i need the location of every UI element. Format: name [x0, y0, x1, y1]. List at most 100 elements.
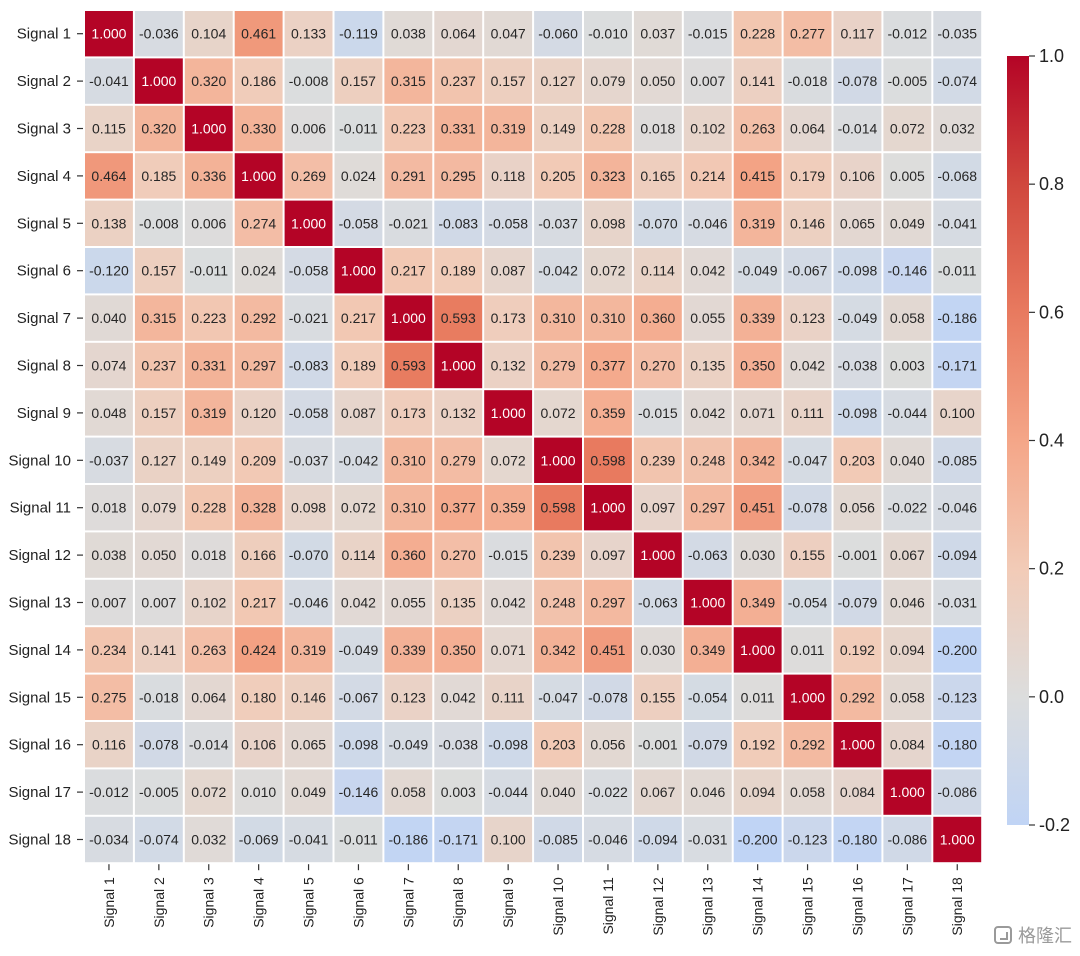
cell-value-label: -0.038	[438, 737, 478, 753]
colorbar-tick-label: -0.2	[1039, 815, 1070, 835]
cell-value-label: 0.228	[191, 500, 226, 516]
cell-value-label: 0.042	[690, 263, 725, 279]
cell-value-label: 0.149	[541, 121, 576, 137]
heatmap-cell	[584, 532, 632, 578]
heatmap-cell	[584, 674, 632, 720]
cell-value-label: -0.022	[588, 784, 628, 800]
heatmap-cell	[683, 200, 732, 246]
cell-value-label: 0.415	[740, 168, 775, 184]
heatmap-cell	[883, 627, 932, 673]
cell-value-label: 0.217	[391, 263, 426, 279]
heatmap-cell	[434, 248, 483, 294]
cell-value-label: -0.041	[89, 73, 129, 89]
heatmap-cell	[85, 579, 133, 626]
heatmap-cell	[833, 105, 882, 152]
heatmap-cell	[584, 579, 632, 626]
row-tick-label: Signal 4	[17, 168, 71, 185]
cell-value-label: 0.102	[690, 121, 725, 137]
cell-value-label: 0.040	[91, 310, 126, 326]
heatmap-cell	[933, 105, 982, 152]
heatmap-cell	[184, 769, 233, 815]
cell-value-label: 0.166	[241, 547, 276, 563]
heatmap-cell	[883, 579, 932, 626]
cell-value-label: -0.098	[838, 405, 878, 421]
cell-value-label: 0.339	[391, 642, 426, 658]
heatmap-cell	[534, 248, 582, 294]
cell-value-label: 0.123	[790, 310, 825, 326]
cell-value-label: 0.209	[241, 452, 276, 468]
heatmap-cell	[933, 295, 982, 341]
heatmap-cell	[85, 11, 133, 57]
cell-value-label: 1.000	[640, 547, 675, 563]
cell-value-label: -0.063	[638, 595, 678, 611]
colorbar-tick-label: 0.2	[1039, 559, 1064, 579]
heatmap-cell	[833, 769, 882, 815]
heatmap-cell	[234, 485, 283, 531]
heatmap-cell	[384, 674, 433, 720]
cell-value-label: -0.058	[289, 405, 329, 421]
cell-value-label: 0.223	[191, 310, 226, 326]
heatmap-cell	[833, 58, 882, 104]
heatmap-cell	[883, 532, 932, 578]
cell-value-label: 0.098	[590, 215, 625, 231]
heatmap-cell	[284, 485, 333, 531]
heatmap-cell	[733, 579, 782, 626]
heatmap-cell	[334, 295, 383, 341]
cell-value-label: 0.047	[491, 26, 526, 42]
cell-value-label: -0.011	[189, 263, 228, 279]
cell-value-label: 0.217	[341, 310, 376, 326]
heatmap-cell	[833, 248, 882, 294]
cell-value-label: -0.044	[488, 784, 528, 800]
cell-value-label: 0.377	[441, 500, 476, 516]
heatmap-cell	[85, 295, 133, 341]
cell-value-label: 0.032	[191, 832, 226, 848]
cell-value-label: -0.085	[538, 832, 578, 848]
heatmap-cell	[434, 579, 483, 626]
heatmap-cell	[134, 485, 183, 531]
cell-value-label: 0.011	[741, 689, 775, 705]
heatmap-cell	[883, 816, 932, 863]
cell-value-label: -0.070	[638, 215, 678, 231]
cell-value-label: 0.292	[840, 689, 875, 705]
cell-value-label: 1.000	[541, 452, 576, 468]
cell-value-label: -0.054	[788, 595, 828, 611]
row-tick-label: Signal 12	[8, 547, 71, 564]
column-tick-label: Signal 16	[849, 877, 865, 936]
heatmap-cell	[484, 816, 533, 863]
column-tick-label: Signal 5	[301, 877, 317, 928]
heatmap-cell	[234, 105, 283, 152]
cell-value-label: -0.014	[189, 737, 229, 753]
heatmap-cell	[683, 295, 732, 341]
heatmap-cell	[85, 722, 133, 768]
cell-value-label: 0.011	[791, 642, 825, 658]
cell-value-label: 0.223	[391, 121, 426, 137]
cell-value-label: 0.055	[690, 310, 725, 326]
heatmap-cell	[584, 390, 632, 436]
cell-value-label: 0.064	[441, 26, 476, 42]
heatmap-cell	[284, 532, 333, 578]
cell-value-label: -0.010	[588, 26, 628, 42]
heatmap-cell	[683, 248, 732, 294]
cell-value-label: 0.058	[890, 689, 925, 705]
heatmap-cell	[584, 342, 632, 389]
cell-value-label: -0.001	[638, 737, 678, 753]
heatmap-cell	[534, 485, 582, 531]
cell-value-label: -0.200	[738, 832, 778, 848]
cell-value-label: 0.277	[790, 26, 825, 42]
heatmap-cell	[783, 58, 832, 104]
heatmap-cell	[334, 816, 383, 863]
heatmap-cell	[683, 153, 732, 199]
heatmap-cell	[833, 342, 882, 389]
heatmap-cell	[134, 248, 183, 294]
cell-value-label: 0.320	[191, 73, 226, 89]
heatmap-cell	[833, 722, 882, 768]
column-tick-label: Signal 7	[400, 877, 416, 928]
cell-value-label: 1.000	[441, 358, 476, 374]
heatmap-cell	[733, 295, 782, 341]
cell-value-label: 0.350	[740, 358, 775, 374]
column-tick-label: Signal 14	[750, 877, 766, 936]
cell-value-label: 0.270	[441, 547, 476, 563]
cell-value-label: 0.127	[541, 73, 576, 89]
cell-value-label: -0.094	[937, 547, 977, 563]
row-tick-label: Signal 8	[17, 358, 71, 375]
